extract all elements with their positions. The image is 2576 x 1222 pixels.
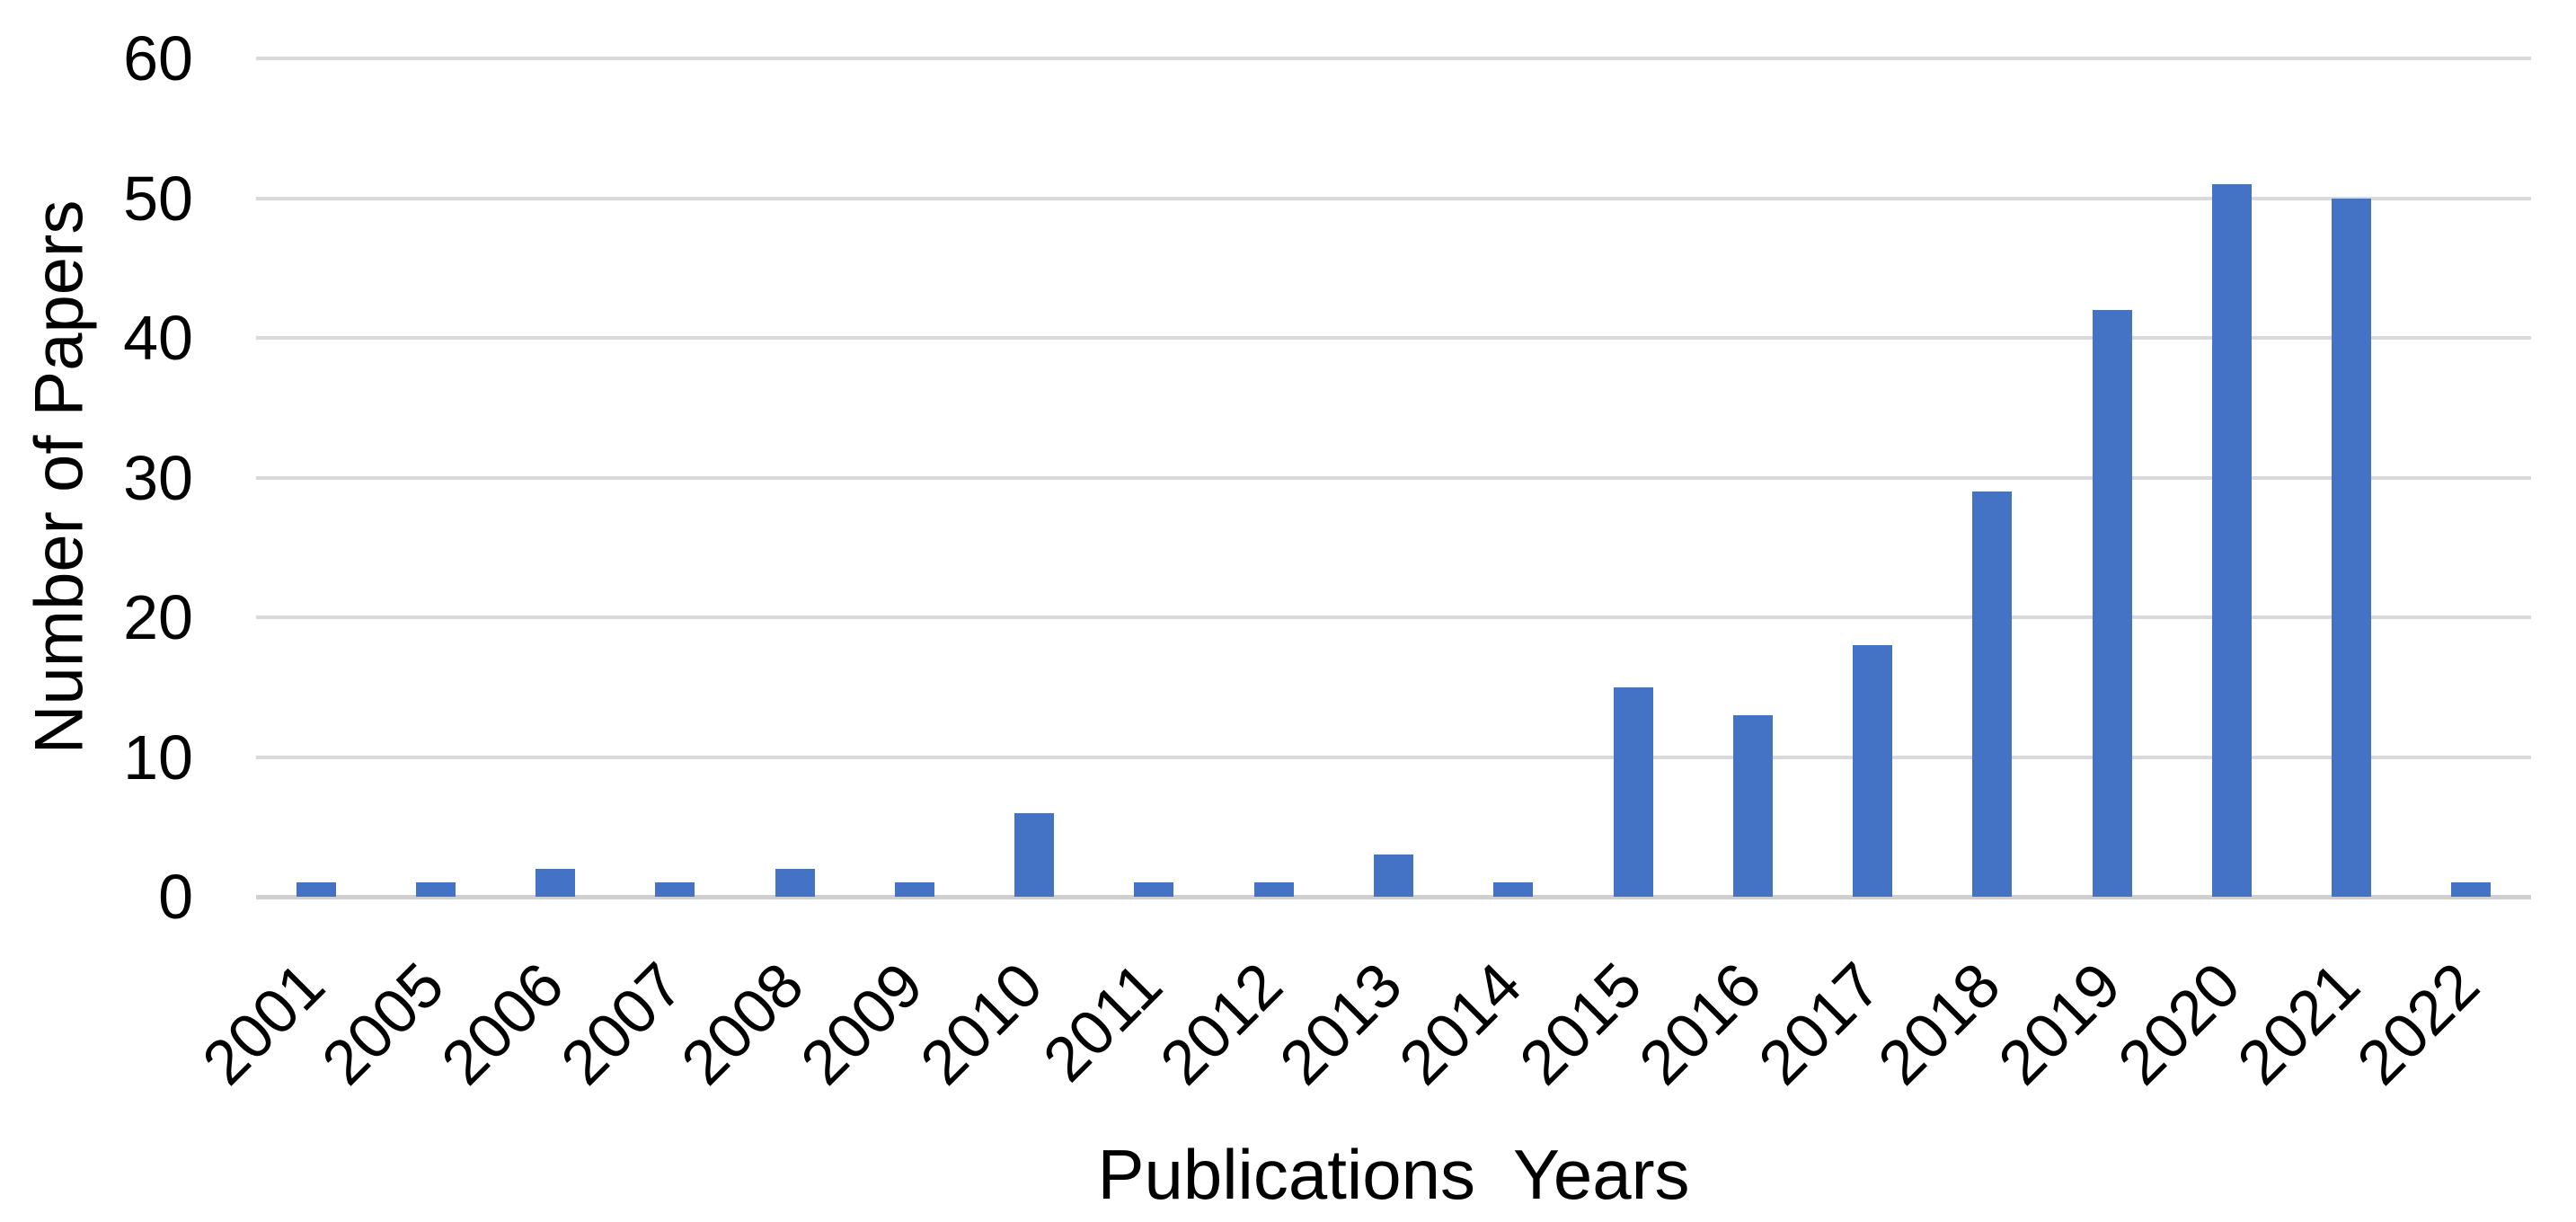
x-tick-label: 2012 (1146, 949, 1296, 1098)
y-tick-label: 20 (123, 582, 193, 652)
x-tick-label: 2001 (189, 949, 338, 1098)
x-tick-label: 2017 (1745, 949, 1894, 1098)
bar-2008 (775, 868, 815, 897)
x-tick-label: 2015 (1505, 949, 1655, 1098)
bar-2016 (1732, 714, 1773, 897)
x-tick-label: 2018 (1864, 949, 2014, 1098)
gridline (256, 336, 2531, 340)
bar-2010 (1014, 812, 1055, 897)
x-tick-label: 2013 (1266, 949, 1415, 1098)
x-tick-label: 2022 (2343, 949, 2493, 1098)
bar-slot (735, 58, 854, 897)
bar-slot (1454, 58, 1573, 897)
x-tick-label: 2016 (1625, 949, 1775, 1098)
bar-2020 (2211, 183, 2252, 897)
x-tick-label: 2014 (1385, 949, 1535, 1098)
bar-2015 (1613, 686, 1653, 897)
x-tick-label: 2020 (2104, 949, 2253, 1098)
x-axis-title: Publications Years (1097, 1135, 1690, 1214)
y-tick-label: 0 (158, 862, 193, 932)
plot-area (256, 57, 2531, 899)
bar-slot (2292, 58, 2412, 897)
bar-slot (376, 58, 495, 897)
bar-slot (975, 58, 1094, 897)
bar-2013 (1374, 855, 1414, 897)
x-tick-label: 2006 (428, 949, 577, 1098)
x-tick-label: 2005 (308, 949, 457, 1098)
bar-2005 (415, 882, 456, 897)
gridline (256, 196, 2531, 200)
bar-2007 (655, 882, 695, 897)
x-tick-label: 2021 (2224, 949, 2373, 1098)
y-tick-label: 50 (123, 163, 193, 234)
bar-slot (1933, 58, 2052, 897)
y-tick-label: 40 (123, 303, 193, 373)
bar-slot (2412, 58, 2531, 897)
bar-slot (854, 58, 974, 897)
y-tick-label: 30 (123, 442, 193, 513)
x-tick-label: 2019 (1985, 949, 2134, 1098)
bar-slot (496, 58, 615, 897)
gridline (256, 475, 2531, 480)
bar-2014 (1493, 882, 1534, 897)
gridline (256, 755, 2531, 759)
gridline (256, 615, 2531, 619)
bar-2021 (2332, 198, 2372, 897)
bar-2011 (1134, 882, 1174, 897)
bar-slot (1573, 58, 1693, 897)
bars (256, 58, 2531, 897)
y-tick-label: 60 (123, 23, 193, 93)
x-tick-label: 2009 (787, 949, 936, 1098)
x-tick-label: 2011 (1030, 949, 1176, 1095)
x-tick-label: 2010 (907, 949, 1056, 1098)
bar-slot (615, 58, 735, 897)
bar-slot (1333, 58, 1453, 897)
bar-2022 (2451, 882, 2492, 897)
bar-slot (2052, 58, 2172, 897)
bar-2001 (296, 882, 336, 897)
bar-slot (1812, 58, 1932, 897)
bar-slot (1693, 58, 1812, 897)
bar-slot (1214, 58, 1333, 897)
x-tick-label: 2008 (668, 949, 817, 1098)
bar-2012 (1253, 882, 1294, 897)
bar-slot (2172, 58, 2291, 897)
x-axis-line (256, 895, 2531, 899)
bar-2017 (1853, 645, 1893, 897)
bar-slot (256, 58, 376, 897)
bar-2018 (1972, 491, 2013, 897)
x-tick-label: 2007 (547, 949, 697, 1098)
gridline (256, 57, 2531, 60)
bar-2006 (536, 868, 576, 897)
y-tick-label: 10 (123, 722, 193, 793)
bar-slot (1094, 58, 1214, 897)
bar-2019 (2092, 309, 2132, 897)
bar-2009 (894, 882, 934, 897)
